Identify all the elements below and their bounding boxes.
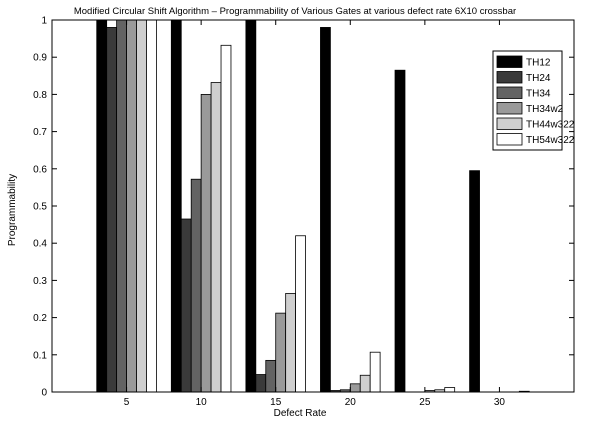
legend-label-th12: TH12 [526,58,551,69]
bar-th24-15 [255,374,267,393]
bar-th24-10 [180,218,192,393]
x-tick-label: 10 [196,397,208,408]
bar-th12-30 [469,170,480,393]
bar-th44w322-10 [210,82,222,393]
bar-th54w322-5 [146,19,157,393]
bar-th54w322-10 [220,44,232,393]
bar-th44w322-5 [136,19,147,393]
y-axis-label: Programmability [7,174,18,246]
bar-th12-15 [245,19,257,393]
bars-layer [96,19,530,393]
y-tick-label: 1 [41,16,47,27]
y-tick-label: 0 [41,388,47,399]
y-tick-label: 0.1 [33,350,47,361]
bar-th34w2-15 [275,312,287,393]
bar-th34-10 [190,178,202,393]
legend-label-th54w322: TH54w322 [526,135,575,146]
bar-th34-5 [116,19,127,393]
bar-th54w322-15 [295,235,306,393]
bar-th24-5 [106,27,118,393]
y-tick-label: 0.6 [33,164,47,175]
legend-swatch-th44w322 [496,117,523,130]
y-tick-label: 0.4 [33,239,47,250]
y-tick-label: 0.8 [33,90,47,101]
bar-th34w2-20 [349,383,361,393]
legend-swatch-th12 [496,55,523,68]
y-tick-label: 0.2 [33,313,47,324]
legend-label-th44w322: TH44w322 [526,120,575,131]
bar-th12-20 [320,27,331,393]
bar-th44w322-20 [359,374,371,393]
x-tick-label: 5 [124,397,130,408]
x-axis-label: Defect Rate [274,408,327,419]
y-tick-label: 0.5 [33,202,47,213]
x-tick-label: 25 [419,397,431,408]
y-tick-label: 0.7 [33,127,47,138]
bar-th12-10 [170,19,182,393]
legend: TH12 TH24 TH34 TH34w2 TH44w322 TH54w322 [492,50,575,151]
legend-label-th34w2: TH34w2 [526,104,564,115]
bar-th34w2-5 [126,19,137,393]
bar-th54w322-25 [444,387,456,393]
x-tick-label: 30 [494,397,506,408]
legend-label-th24: TH24 [526,73,551,84]
legend-swatch-th34 [496,86,523,99]
axes-layer: 00.10.20.30.40.50.60.70.80.915 10 15 20 25 30 [33,16,574,408]
chart-title: Modified Circular Shift Algorithm – Prog… [74,6,516,17]
bar-th34w2-10 [200,94,212,393]
legend-swatch-th24 [496,71,523,84]
bar-th12-25 [394,69,406,393]
legend-swatch-th34w2 [496,102,523,115]
legend-swatch-th54w322 [496,133,523,146]
legend-label-th34: TH34 [526,89,551,100]
bar-th54w322-20 [369,351,381,393]
bar-th12-5 [96,19,108,393]
bar-th34-15 [265,359,277,393]
y-tick-label: 0.9 [33,53,47,64]
y-tick-label: 0.3 [33,276,47,287]
bar-th44w322-15 [285,293,297,393]
x-tick-label: 15 [270,397,282,408]
x-tick-label: 20 [345,397,357,408]
